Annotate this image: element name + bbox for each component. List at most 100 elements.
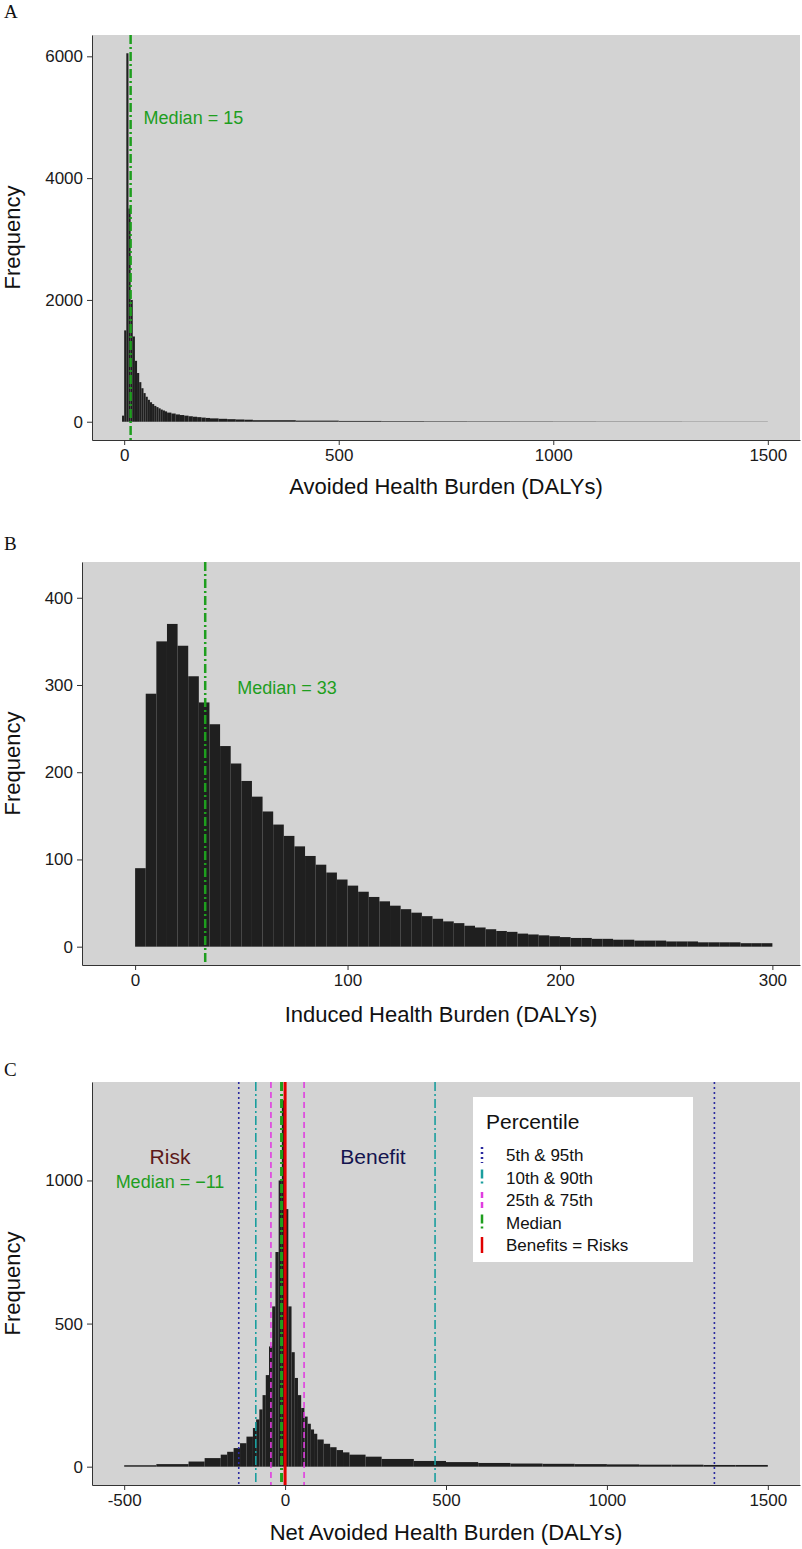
x-tick: 100: [334, 965, 362, 990]
y-tick-label: 100: [45, 850, 73, 869]
x-tick-label: 500: [325, 446, 353, 465]
histogram-bar: [510, 1464, 542, 1467]
histogram-bar: [231, 764, 242, 947]
histogram-bar: [180, 415, 184, 422]
y-tick-label: 400: [45, 589, 73, 608]
y-axis-title: Frequency: [0, 1232, 25, 1336]
histogram-bar: [624, 940, 635, 947]
histogram-bar: [571, 938, 582, 947]
plot-background: [82, 562, 800, 965]
x-tick-label: 200: [546, 971, 574, 990]
histogram-bar: [464, 926, 475, 947]
panel-label: B: [4, 533, 17, 554]
histogram-bar: [467, 421, 510, 422]
y-tick-mark: [77, 598, 82, 599]
histogram-bar: [543, 1464, 575, 1467]
histogram-bar: [719, 942, 730, 946]
histogram-bar: [201, 418, 205, 422]
histogram-bar: [227, 1452, 233, 1467]
histogram-bar: [575, 1464, 607, 1467]
histogram-bar: [305, 856, 316, 947]
x-axis-line: [83, 965, 801, 966]
legend: Percentile5th & 95th10th & 90th25th & 75…: [473, 1097, 693, 1262]
x-tick-mark: [285, 1485, 286, 1490]
x-tick-mark: [768, 440, 769, 445]
histogram-bar: [236, 419, 245, 421]
histogram-bar: [478, 1463, 510, 1467]
x-tick-label: 1000: [588, 1491, 626, 1510]
histogram-bar: [382, 421, 425, 423]
x-tick-label: 1500: [749, 1491, 787, 1510]
figure: 0500100015000200040006000AAvoided Health…: [0, 0, 802, 1549]
x-tick: 300: [759, 965, 787, 990]
annotation: Benefit: [340, 1145, 406, 1168]
histogram-bar: [209, 724, 220, 946]
histogram-bar: [411, 913, 422, 947]
histogram-bar: [188, 676, 199, 946]
histogram-bar: [241, 781, 252, 947]
y-tick: 0: [74, 413, 92, 432]
histogram-bar: [507, 932, 518, 947]
histogram-bar: [272, 1306, 275, 1466]
reference-line: [238, 1082, 240, 1485]
histogram-bar: [176, 414, 180, 421]
y-tick: 300: [45, 676, 82, 695]
y-tick-mark: [87, 300, 92, 301]
panel: 0500100015000200040006000AAvoided Health…: [0, 1, 801, 499]
x-tick-mark: [607, 1485, 608, 1490]
legend-label: 25th & 75th: [506, 1191, 593, 1210]
histogram-bar: [730, 942, 741, 946]
histogram-bar: [528, 934, 539, 946]
histogram-bar: [193, 417, 197, 422]
histogram-bar: [324, 1444, 330, 1467]
histogram-bar: [656, 941, 667, 947]
histogram-bar: [161, 410, 163, 422]
x-tick-mark: [339, 440, 340, 445]
y-tick: 0: [74, 1458, 92, 1477]
histogram-bar: [146, 397, 148, 422]
reference-line: [255, 1082, 257, 1485]
histogram-bar: [677, 941, 688, 946]
histogram-bar: [284, 836, 295, 947]
histogram-bar: [486, 929, 497, 946]
legend-key: [481, 1215, 484, 1231]
histogram-bar: [298, 1395, 301, 1467]
x-axis: -500050010001500: [93, 1485, 801, 1510]
y-tick: 4000: [45, 169, 92, 188]
histogram-bar: [156, 407, 158, 422]
histogram-bar: [510, 421, 553, 422]
x-axis-title: Avoided Health Burden (DALYs): [289, 474, 602, 499]
legend-label: 10th & 90th: [506, 1169, 593, 1188]
histogram-bar: [133, 336, 135, 421]
y-tick: 0: [64, 938, 82, 957]
histogram-bar: [379, 901, 390, 946]
reference-line: [284, 1082, 287, 1485]
median-label: Median = 33: [237, 678, 337, 698]
y-tick-label: 4000: [45, 169, 83, 188]
y-axis: 0 100 200 300 400: [45, 563, 83, 966]
y-tick-label: 0: [64, 938, 73, 957]
histogram-bar: [273, 825, 284, 947]
y-tick-label: 2000: [45, 291, 83, 310]
y-tick-mark: [87, 1324, 92, 1325]
histogram-bar: [366, 1457, 382, 1467]
histogram-bar: [446, 1462, 478, 1467]
x-tick: 1000: [535, 440, 573, 465]
x-tick-label: 100: [334, 971, 362, 990]
y-tick-label: 200: [45, 763, 73, 782]
reference-line: [270, 1082, 272, 1485]
histogram-bar: [206, 418, 210, 422]
histogram-bar: [184, 416, 188, 422]
histogram-bar: [150, 402, 152, 421]
histogram-bar: [240, 1443, 246, 1466]
x-tick-label: 0: [281, 1491, 290, 1510]
y-axis: 05001000: [45, 1083, 92, 1486]
histogram-bar: [639, 421, 682, 422]
y-tick-label: 500: [55, 1315, 83, 1334]
histogram-bar: [666, 941, 677, 946]
histogram-bar: [154, 406, 156, 422]
histogram-bar: [496, 931, 507, 947]
histogram-bar: [326, 873, 337, 947]
histogram-bar: [141, 388, 143, 421]
y-tick-label: 300: [45, 676, 73, 695]
